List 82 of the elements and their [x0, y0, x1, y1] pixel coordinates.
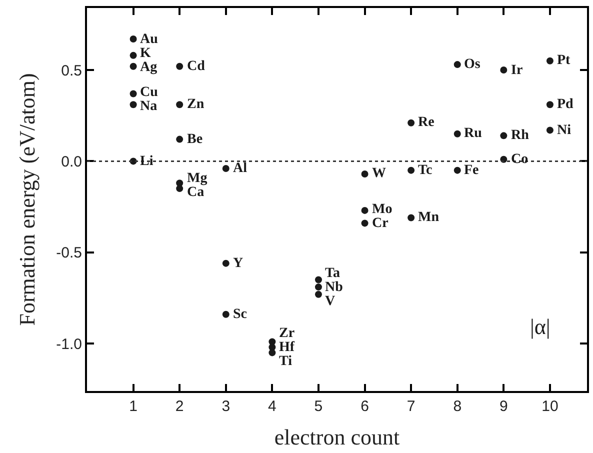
- annotation: Cr: [372, 216, 388, 231]
- annotation: K: [140, 46, 151, 61]
- x-tick-label: 3: [222, 398, 230, 415]
- annotation: Pd: [557, 97, 574, 112]
- annotation: Mn: [418, 210, 440, 225]
- point: [361, 170, 368, 178]
- point: [314, 284, 322, 291]
- x-tick-label: 6: [360, 398, 369, 415]
- point: [408, 166, 415, 174]
- point: [314, 290, 322, 298]
- annotation: Ir: [511, 63, 523, 78]
- point: [130, 90, 137, 98]
- annotation: Au: [140, 32, 158, 47]
- x-tick-label: 1: [129, 398, 138, 415]
- annotation: Sc: [233, 307, 247, 322]
- annotation: Be: [187, 132, 203, 147]
- point: [500, 132, 508, 140]
- x-tick-label: 4: [268, 398, 276, 415]
- point: [546, 101, 554, 108]
- annotation: Al: [233, 161, 248, 176]
- annotation: Y: [233, 256, 244, 271]
- point: [361, 206, 368, 214]
- point: [546, 57, 554, 64]
- x-tick-label: 2: [175, 398, 184, 415]
- point: [130, 52, 137, 59]
- annotation: Mo: [372, 202, 392, 217]
- annotation: Pt: [557, 53, 571, 68]
- point: [176, 62, 184, 70]
- y-tick-label: -0.5: [56, 244, 82, 262]
- y-tick-label: -1.0: [56, 336, 82, 353]
- annotation: Cd: [187, 59, 206, 74]
- annotation: |α|: [530, 314, 550, 339]
- point: [268, 349, 276, 356]
- annotation: Ca: [187, 185, 204, 200]
- annotation: Ta: [325, 266, 340, 281]
- annotation: Rh: [511, 128, 530, 143]
- annotation: W: [372, 166, 386, 181]
- annotation: Zn: [187, 97, 204, 112]
- x-tick-label: 9: [500, 398, 508, 415]
- point: [222, 165, 230, 172]
- annotation: Os: [464, 57, 481, 72]
- annotation: Na: [140, 99, 158, 114]
- annotation: Li: [140, 154, 154, 169]
- point: [176, 136, 184, 143]
- point: [130, 101, 137, 108]
- annotation: Ru: [464, 126, 482, 141]
- point: [500, 66, 508, 74]
- x-tick-label: 7: [406, 398, 416, 415]
- annotation: Ni: [557, 123, 572, 138]
- annotation: Zr: [279, 326, 295, 341]
- annotation: Mg: [187, 171, 208, 186]
- point: [314, 276, 322, 284]
- point: [408, 214, 415, 222]
- annotation: Tc: [418, 163, 432, 178]
- point: [130, 36, 137, 42]
- point: [222, 310, 230, 318]
- point: [361, 220, 368, 227]
- point: [454, 166, 461, 174]
- x-tick-label: 5: [314, 398, 323, 415]
- annotation: Fe: [464, 163, 479, 178]
- annotation: Hf: [279, 340, 295, 355]
- point: [176, 185, 184, 192]
- x-tick-label: 8: [453, 398, 462, 415]
- annotation: Ti: [279, 354, 292, 369]
- point: [130, 62, 137, 70]
- x-tick-label: 10: [542, 398, 558, 415]
- x-axis-title: electron count: [274, 424, 400, 450]
- annotation: Cu: [140, 85, 158, 100]
- annotation: Nb: [325, 280, 344, 295]
- y-axis-title: Formation energy (eV/atom): [14, 73, 40, 326]
- point: [408, 119, 415, 126]
- y-tick-label: 0.5: [61, 62, 82, 80]
- annotation: Ag: [140, 60, 158, 75]
- y-tick-label: 0.0: [61, 153, 82, 170]
- point: [454, 61, 461, 68]
- point: [176, 101, 184, 108]
- annotation: Co: [511, 152, 528, 167]
- annotation: V: [325, 294, 336, 309]
- point: [222, 260, 230, 267]
- point: [546, 126, 554, 134]
- point: [454, 130, 461, 138]
- annotation: Re: [418, 115, 434, 130]
